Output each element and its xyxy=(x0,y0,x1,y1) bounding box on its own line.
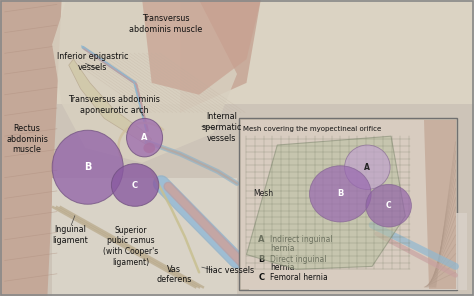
Polygon shape xyxy=(0,0,62,296)
Text: Inferior epigastric
vessels: Inferior epigastric vessels xyxy=(57,52,128,72)
Text: A: A xyxy=(258,235,265,244)
Polygon shape xyxy=(424,120,456,289)
Text: Mesh: Mesh xyxy=(254,189,273,198)
Text: Vas
deferens: Vas deferens xyxy=(157,265,192,284)
Ellipse shape xyxy=(345,145,390,189)
Polygon shape xyxy=(142,0,261,95)
Polygon shape xyxy=(69,59,152,145)
Text: Superior
pubic ramus
(with Cooper's
ligament): Superior pubic ramus (with Cooper's liga… xyxy=(103,226,158,267)
Ellipse shape xyxy=(111,164,159,206)
Ellipse shape xyxy=(127,118,163,157)
Text: C: C xyxy=(132,181,138,189)
Text: hernia: hernia xyxy=(270,244,295,252)
Text: Iliac vessels: Iliac vessels xyxy=(206,266,255,275)
Text: Transversus
abdominis muscle: Transversus abdominis muscle xyxy=(129,14,202,33)
Polygon shape xyxy=(180,0,261,112)
Text: Inguinal
ligament: Inguinal ligament xyxy=(52,226,88,245)
Polygon shape xyxy=(52,0,237,163)
Text: Direct inguinal: Direct inguinal xyxy=(270,255,327,263)
Ellipse shape xyxy=(143,143,155,153)
Bar xyxy=(249,213,467,290)
Polygon shape xyxy=(57,0,474,104)
Text: A: A xyxy=(365,163,370,172)
Text: hernia: hernia xyxy=(270,263,295,272)
Bar xyxy=(241,120,456,289)
Text: B: B xyxy=(84,162,91,172)
Text: C: C xyxy=(258,273,264,282)
Text: Transversus abdominis
aponeurotic arch: Transversus abdominis aponeurotic arch xyxy=(68,95,160,115)
Text: Internal
spermatic
vessels: Internal spermatic vessels xyxy=(201,112,242,143)
Ellipse shape xyxy=(366,184,411,227)
Text: B: B xyxy=(337,189,344,198)
Text: Femoral hernia: Femoral hernia xyxy=(270,273,328,282)
Text: C: C xyxy=(386,201,392,210)
Ellipse shape xyxy=(52,130,123,204)
Polygon shape xyxy=(52,178,237,296)
Bar xyxy=(239,118,457,290)
Text: Indirect inguinal: Indirect inguinal xyxy=(270,235,333,244)
Text: Mesh covering the myopectineal orifice: Mesh covering the myopectineal orifice xyxy=(243,126,382,132)
Text: B: B xyxy=(258,255,264,263)
Ellipse shape xyxy=(310,166,371,222)
Text: A: A xyxy=(141,133,148,142)
Text: Rectus
abdominis
muscle: Rectus abdominis muscle xyxy=(6,124,48,155)
Polygon shape xyxy=(246,136,405,269)
